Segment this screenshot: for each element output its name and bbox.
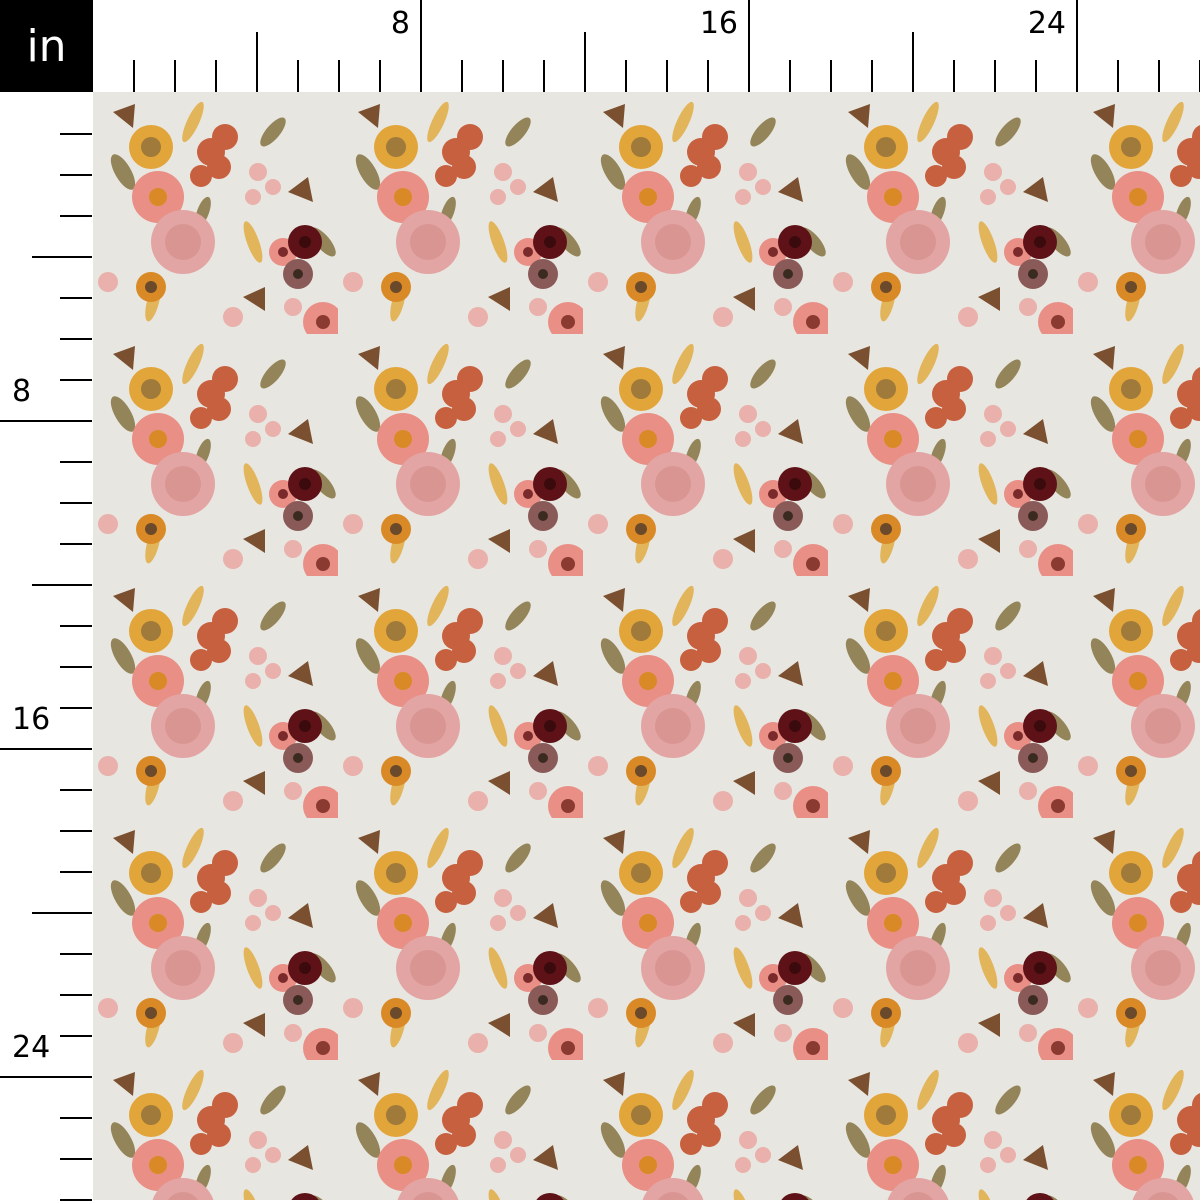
- minor-tick: [60, 953, 92, 955]
- minor-tick: [338, 60, 340, 92]
- minor-tick: [789, 60, 791, 92]
- minor-tick: [625, 60, 627, 92]
- ruler-label: 8: [12, 374, 32, 409]
- minor-tick: [60, 666, 92, 668]
- minor-tick: [60, 174, 92, 176]
- minor-tick: [60, 830, 92, 832]
- ruler-label: 24: [1027, 6, 1066, 41]
- major-tick: [0, 420, 92, 422]
- minor-tick: [60, 502, 92, 504]
- minor-tick: [60, 789, 92, 791]
- minor-tick: [1035, 60, 1037, 92]
- minor-tick: [871, 60, 873, 92]
- major-tick: [420, 0, 422, 92]
- minor-tick: [32, 912, 92, 914]
- minor-tick: [60, 297, 92, 299]
- minor-tick: [32, 584, 92, 586]
- minor-tick: [1117, 60, 1119, 92]
- major-tick: [0, 748, 92, 750]
- left-ruler: 8 16 24: [0, 92, 93, 1201]
- ruler-label: 8: [390, 6, 410, 41]
- minor-tick: [543, 60, 545, 92]
- minor-tick: [60, 994, 92, 996]
- minor-tick: [60, 1117, 92, 1119]
- minor-tick: [953, 60, 955, 92]
- unit-label: in: [0, 0, 93, 92]
- minor-tick: [1158, 60, 1160, 92]
- top-ruler: 8 16 24: [93, 0, 1200, 92]
- minor-tick: [60, 215, 92, 217]
- minor-tick: [60, 379, 92, 381]
- minor-tick: [60, 625, 92, 627]
- major-tick: [1076, 0, 1078, 92]
- ruler-label: 24: [12, 1030, 51, 1065]
- fabric-swatch: [93, 92, 1200, 1200]
- minor-tick: [215, 60, 217, 92]
- minor-tick: [912, 32, 914, 92]
- major-tick: [748, 0, 750, 92]
- minor-tick: [60, 871, 92, 873]
- minor-tick: [60, 543, 92, 545]
- ruler-label: 16: [699, 6, 738, 41]
- minor-tick: [60, 1158, 92, 1160]
- major-tick: [0, 1076, 92, 1078]
- minor-tick: [174, 60, 176, 92]
- minor-tick: [60, 461, 92, 463]
- minor-tick: [60, 338, 92, 340]
- ruler-label: 16: [12, 702, 51, 737]
- minor-tick: [461, 60, 463, 92]
- minor-tick: [133, 60, 135, 92]
- minor-tick: [707, 60, 709, 92]
- minor-tick: [502, 60, 504, 92]
- minor-tick: [297, 60, 299, 92]
- minor-tick: [994, 60, 996, 92]
- minor-tick: [584, 32, 586, 92]
- minor-tick: [830, 60, 832, 92]
- minor-tick: [256, 32, 258, 92]
- minor-tick: [60, 707, 92, 709]
- minor-tick: [666, 60, 668, 92]
- minor-tick: [32, 256, 92, 258]
- minor-tick: [60, 1035, 92, 1037]
- minor-tick: [60, 133, 92, 135]
- minor-tick: [379, 60, 381, 92]
